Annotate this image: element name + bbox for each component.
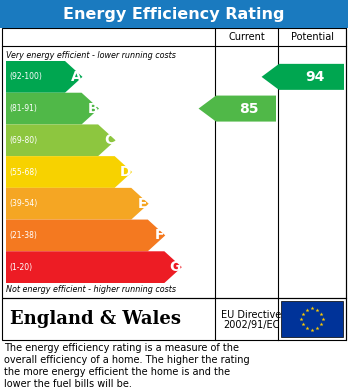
Text: C: C (104, 133, 114, 147)
Polygon shape (6, 93, 99, 124)
Text: D: D (120, 165, 131, 179)
Polygon shape (262, 64, 344, 90)
Text: Very energy efficient - lower running costs: Very energy efficient - lower running co… (6, 50, 176, 59)
Bar (0, 0, 348, 28)
Polygon shape (199, 95, 276, 122)
Text: Not energy efficient - higher running costs: Not energy efficient - higher running co… (6, 285, 176, 294)
Text: Current: Current (228, 32, 265, 42)
Polygon shape (6, 220, 165, 251)
Text: the more energy efficient the home is and the: the more energy efficient the home is an… (4, 367, 230, 377)
Text: B: B (87, 102, 98, 116)
Text: Potential: Potential (291, 32, 333, 42)
Text: A: A (71, 70, 81, 84)
Text: (1-20): (1-20) (9, 263, 32, 272)
Text: Energy Efficiency Rating: Energy Efficiency Rating (63, 7, 285, 22)
Text: overall efficiency of a home. The higher the rating: overall efficiency of a home. The higher… (4, 355, 250, 365)
Text: G: G (169, 260, 181, 274)
Text: (92-100): (92-100) (9, 72, 42, 81)
Text: 2002/91/EC: 2002/91/EC (223, 320, 280, 330)
Polygon shape (6, 61, 82, 93)
Bar (2, 298, 346, 340)
Text: F: F (155, 228, 164, 242)
Text: (21-38): (21-38) (9, 231, 37, 240)
Bar (2, 298, 346, 340)
Bar (2, 28, 346, 298)
Text: 94: 94 (305, 70, 324, 84)
Text: E: E (138, 197, 148, 211)
Polygon shape (6, 188, 149, 220)
Text: The energy efficiency rating is a measure of the: The energy efficiency rating is a measur… (4, 343, 239, 353)
Text: (55-68): (55-68) (9, 167, 37, 176)
Polygon shape (6, 156, 132, 188)
Bar (281, 301, 343, 337)
Text: (39-54): (39-54) (9, 199, 37, 208)
Polygon shape (6, 124, 116, 156)
Text: (69-80): (69-80) (9, 136, 37, 145)
Text: lower the fuel bills will be.: lower the fuel bills will be. (4, 379, 132, 389)
Text: 85: 85 (239, 102, 259, 116)
Text: EU Directive: EU Directive (221, 310, 282, 320)
Text: (81-91): (81-91) (9, 104, 37, 113)
Text: England & Wales: England & Wales (10, 310, 181, 328)
Polygon shape (6, 251, 182, 283)
